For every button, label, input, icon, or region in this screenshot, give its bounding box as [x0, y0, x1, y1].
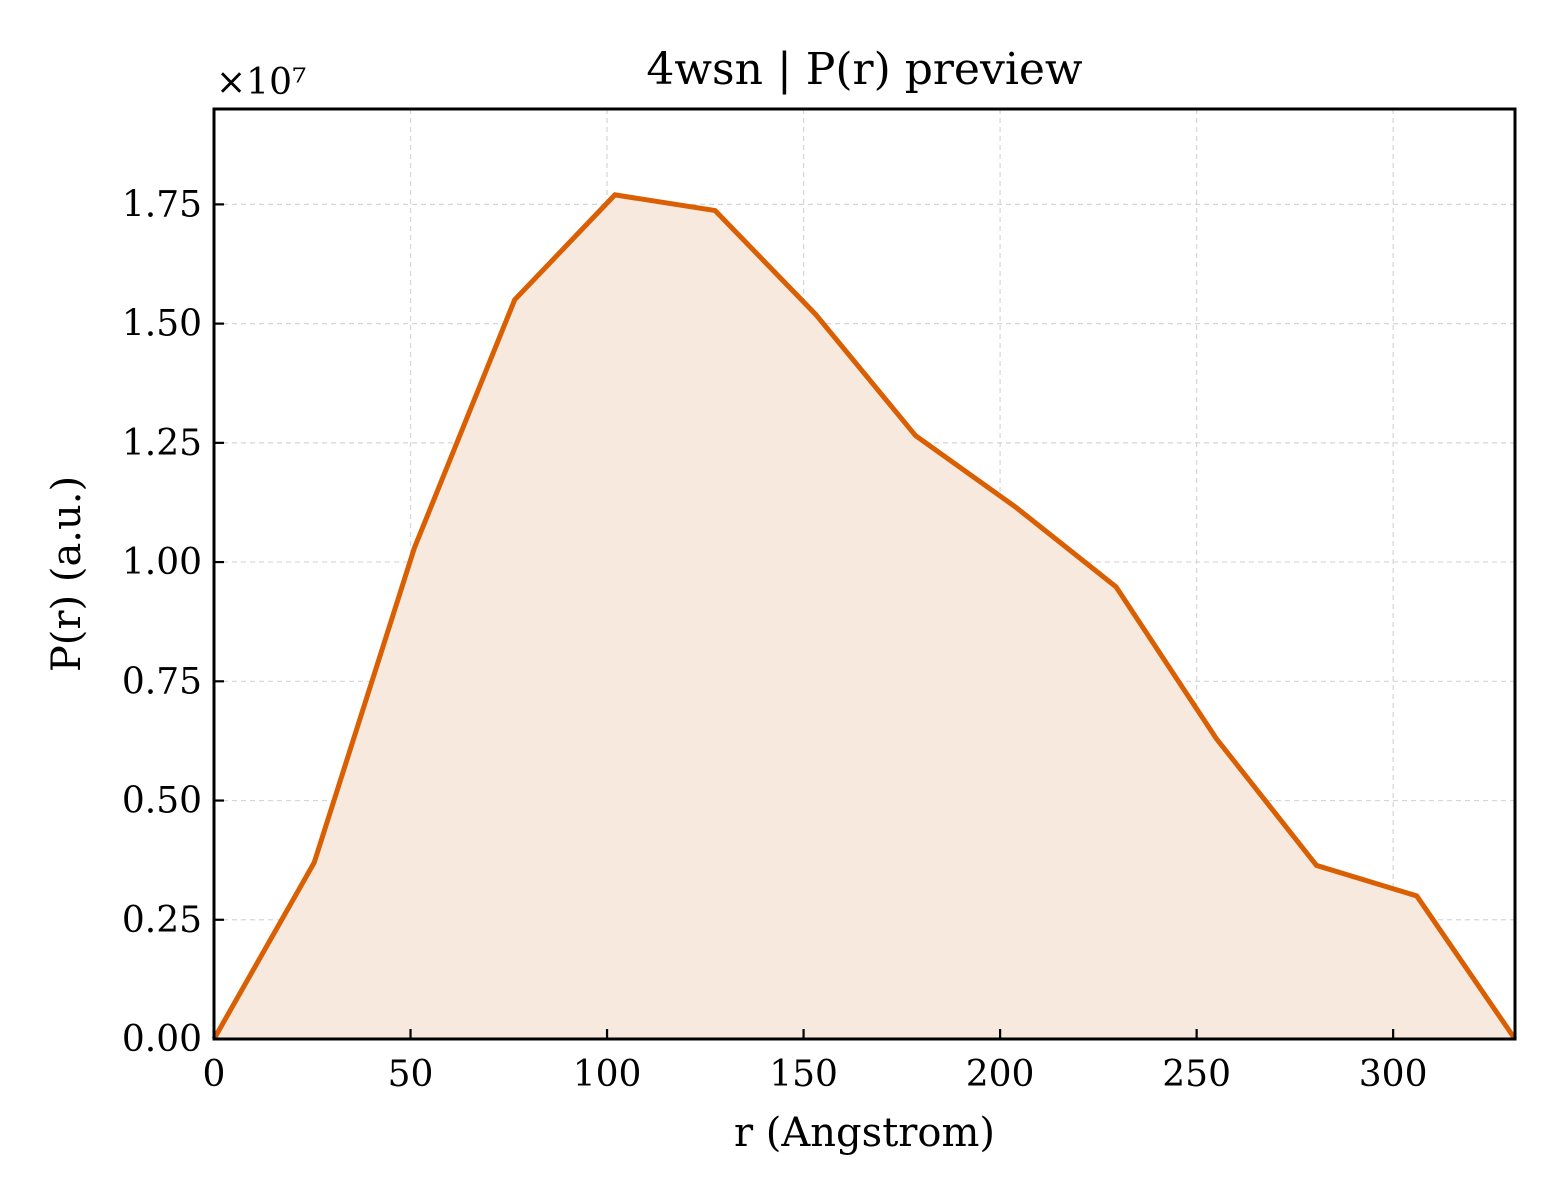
- x-tick-label: 100: [573, 1054, 642, 1095]
- x-tick-label: 0: [203, 1054, 226, 1095]
- x-tick-label: 300: [1359, 1054, 1428, 1095]
- y-tick-label: 0.25: [122, 900, 202, 941]
- y-tick-label: 1.75: [122, 184, 202, 225]
- series-line: [211, 192, 1518, 1041]
- x-tick-label: 200: [966, 1054, 1035, 1095]
- y-axis-offset-label: ×10⁷: [216, 62, 306, 103]
- x-axis-label: r (Angstrom): [734, 1110, 995, 1156]
- y-axis-label: P(r) (a.u.): [44, 476, 90, 672]
- y-tick-label: 0.75: [122, 661, 202, 702]
- y-tick-label: 0.50: [122, 781, 202, 822]
- area-fill-layer: [214, 194, 1515, 1039]
- y-tick-label: 1.25: [122, 423, 202, 464]
- x-tick-label: 250: [1162, 1054, 1231, 1095]
- y-tick-label: 1.50: [122, 304, 202, 345]
- ticks: 0 50 100 150 200 250 300 0.00 0.25 0.50 0.75 1.00 1.…: [122, 184, 1428, 1095]
- series-area-fill: [214, 194, 1515, 1039]
- x-tick-label: 150: [769, 1054, 838, 1095]
- chart-title: 4wsn | P(r) preview: [646, 44, 1083, 95]
- y-tick-label: 0.00: [122, 1019, 202, 1060]
- plot-frame: [212, 107, 1517, 1041]
- x-tick-label: 50: [388, 1054, 434, 1095]
- y-tick-label: 1.00: [122, 542, 202, 583]
